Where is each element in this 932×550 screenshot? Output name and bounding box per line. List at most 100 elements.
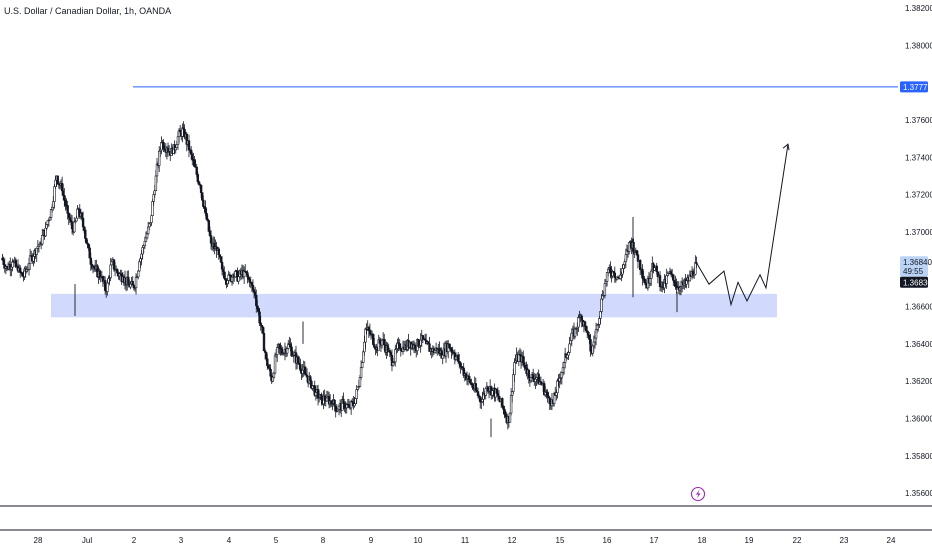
candle-body <box>201 192 204 201</box>
candle-body <box>523 362 526 366</box>
candle-body <box>63 195 66 201</box>
candle-body <box>619 274 622 279</box>
time-tick-label: 17 <box>650 536 659 545</box>
candle-body <box>116 269 119 274</box>
price-tick-label: 1.36600 <box>905 303 932 312</box>
candle-body <box>154 175 158 191</box>
candle-body <box>87 243 90 249</box>
price-tick-label: 1.37200 <box>905 191 932 200</box>
candle-body <box>593 337 597 343</box>
lightning-icon[interactable] <box>690 486 706 502</box>
candle-body <box>383 339 386 346</box>
candle-body <box>174 147 177 151</box>
candle-body <box>502 405 505 410</box>
candle-body <box>278 343 281 349</box>
candle-body <box>531 374 535 379</box>
candle-body <box>153 190 156 195</box>
candle-body <box>672 274 675 281</box>
candle-body <box>509 394 513 414</box>
candle-body <box>68 217 72 221</box>
candle-body <box>600 298 603 312</box>
candle-body <box>62 190 65 196</box>
candle-body <box>378 339 382 344</box>
price-tick-label: 1.36000 <box>905 415 932 424</box>
candle-body <box>60 183 64 192</box>
support-zone <box>51 293 777 318</box>
candle-body <box>497 395 501 400</box>
candle-body <box>495 388 498 394</box>
candle-body <box>513 362 516 376</box>
candle-body <box>398 343 401 349</box>
candle-body <box>524 364 527 369</box>
candle-body <box>50 206 54 210</box>
candle-body <box>665 275 668 284</box>
candle-body <box>41 235 44 245</box>
candle-body <box>316 389 320 399</box>
time-tick-label: 28 <box>34 536 43 545</box>
candle-body <box>373 344 376 348</box>
candle-body <box>32 256 35 262</box>
candle-body <box>269 368 272 377</box>
candle-body <box>151 201 154 216</box>
candle-body <box>139 258 142 263</box>
candle-body <box>562 362 566 369</box>
candle-body <box>134 276 138 288</box>
candle-body <box>419 339 422 346</box>
candle-body <box>527 369 530 378</box>
candle-body <box>237 276 240 282</box>
candle-body <box>255 295 258 307</box>
candle-body <box>265 352 268 360</box>
candle-body <box>144 237 148 242</box>
candle-body <box>73 221 76 233</box>
time-tick-label: 3 <box>179 536 184 545</box>
candle-body <box>655 265 658 273</box>
candle-body <box>534 378 537 383</box>
price-tag-box <box>900 256 928 268</box>
price-scale[interactable]: 1.38200 1.38000 1.37600 1.37400 1.37200 1.370… <box>905 4 932 498</box>
candle-body <box>587 331 590 336</box>
candle-body <box>471 384 474 388</box>
time-tick-label: 5 <box>274 536 279 545</box>
candle-body <box>589 339 592 352</box>
candle-body <box>267 365 270 369</box>
price-tick-label: 1.35800 <box>905 452 932 461</box>
candle-body <box>450 348 453 353</box>
candle-body <box>285 348 289 354</box>
candle-body <box>555 392 558 396</box>
time-tick-label: 9 <box>369 536 374 545</box>
candle-body <box>583 321 587 327</box>
candle-body <box>137 270 140 278</box>
candle-body <box>152 194 155 202</box>
candle-body <box>560 372 564 379</box>
candle-body <box>511 391 514 396</box>
candle-body <box>289 344 292 348</box>
candle-body <box>309 376 312 382</box>
candle-body <box>48 217 52 221</box>
price-tick-label: 1.37600 <box>905 116 932 125</box>
candle-body <box>591 345 594 354</box>
candle-body <box>46 220 49 225</box>
candle-body <box>221 268 225 273</box>
candle-body <box>299 364 302 371</box>
candle-body <box>454 356 458 360</box>
candle-body <box>223 271 226 279</box>
plot-area[interactable] <box>0 0 898 505</box>
candle-body <box>301 369 304 374</box>
candle-body <box>479 396 482 403</box>
candle-body <box>674 282 677 287</box>
candle-body <box>476 391 480 396</box>
price-tick-label: 1.38000 <box>905 41 932 50</box>
candle-body <box>467 375 471 380</box>
candle-body <box>368 330 372 335</box>
candle-body <box>481 399 484 403</box>
candle-body <box>76 208 79 219</box>
candle-body <box>522 355 525 363</box>
projection-arrowhead <box>782 143 790 151</box>
candle-body <box>162 142 165 150</box>
candle-body <box>106 282 109 292</box>
candle-body <box>80 212 84 219</box>
candle-body <box>501 398 504 407</box>
candle-body <box>176 136 180 145</box>
